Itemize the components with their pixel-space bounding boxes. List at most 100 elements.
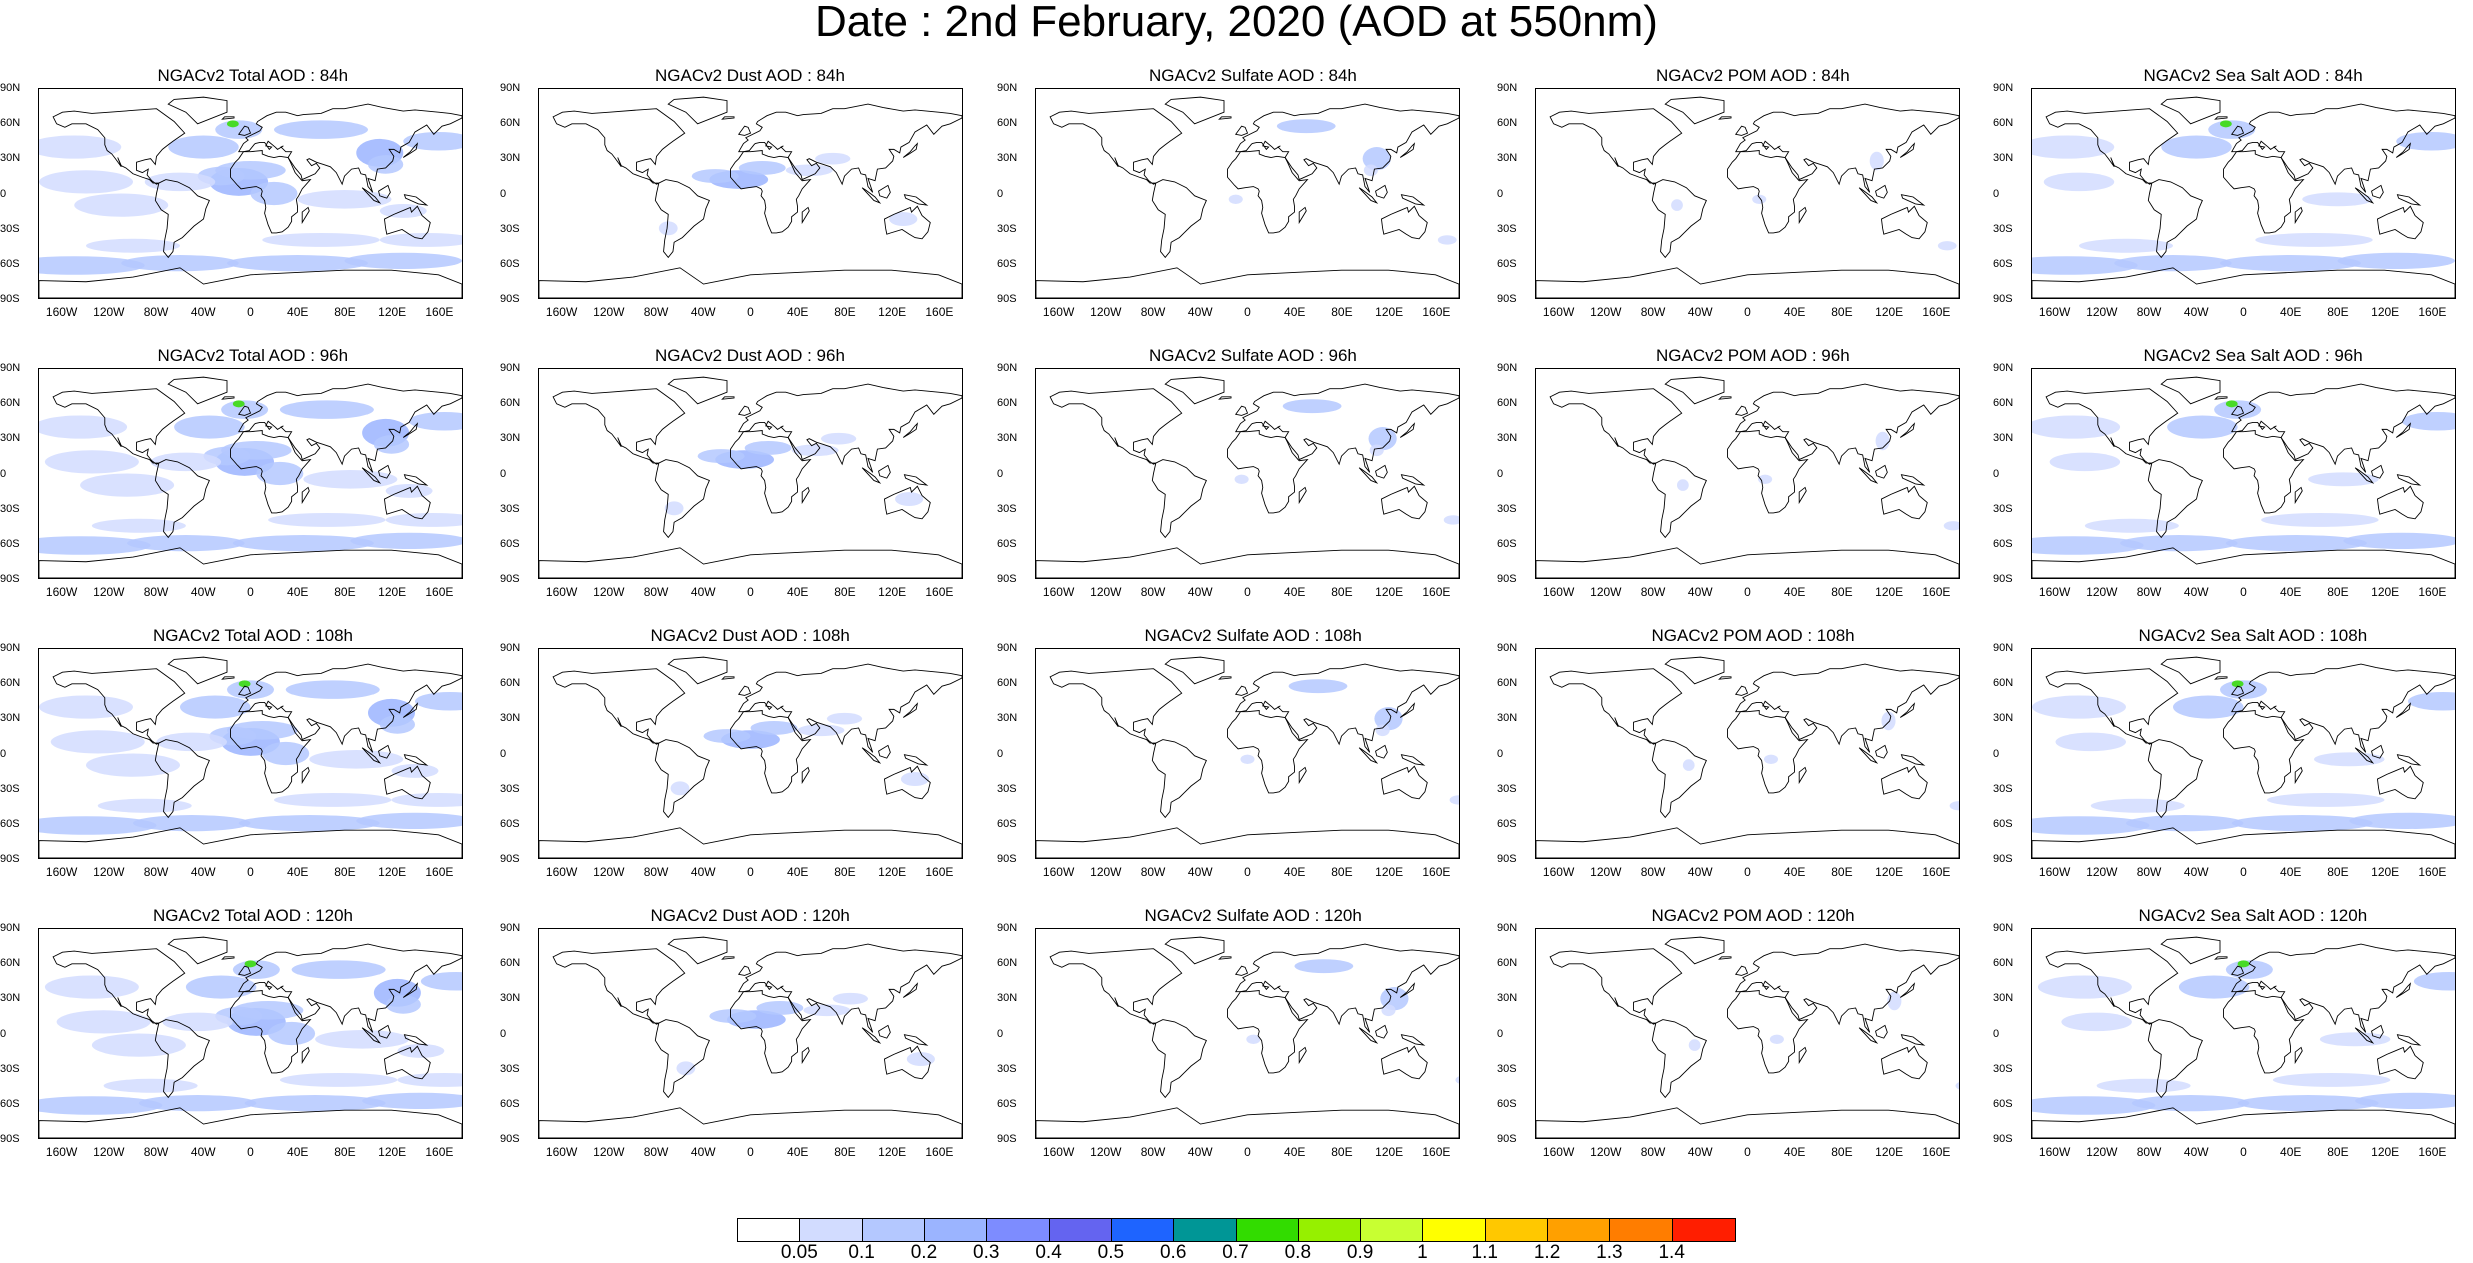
aod-field-patch (279, 1072, 398, 1087)
lon-tick-label: 120E (878, 1145, 907, 1159)
lon-tick-label: 80W (2136, 865, 2162, 879)
lon-tick-label: 160E (1422, 585, 1451, 599)
lon-tick-label: 120E (1875, 585, 1904, 599)
coastline (167, 96, 228, 125)
lat-tick-label: 90N (1497, 642, 1518, 654)
lon-tick-label: 80W (643, 305, 669, 319)
lat-tick-label: 90N (997, 82, 1018, 94)
aod-field-patch (2032, 536, 2144, 555)
coastline (403, 474, 429, 486)
lon-tick-label: 80W (1140, 1145, 1166, 1159)
lat-tick-label: 0 (1497, 187, 1504, 200)
lat-tick-label: 90S (0, 1133, 20, 1145)
world-map (39, 929, 462, 1138)
lat-tick-label: 30S (1497, 1062, 1517, 1075)
lat-tick-label: 30N (500, 712, 521, 725)
aod-field-patch (91, 1033, 186, 1057)
panel-title: NGACv2 POM AOD : 84h (1656, 66, 1850, 85)
world-map (1036, 89, 1459, 298)
coastline (1218, 116, 1232, 120)
coastline (2294, 1046, 2303, 1065)
aod-field-patch (2178, 975, 2250, 999)
lon-tick-label: 120W (593, 865, 625, 879)
colorbar-level-label: 1.3 (1596, 1242, 1623, 1263)
lat-tick-label: 0 (997, 187, 1004, 200)
lat-tick-label: 30S (1993, 222, 2013, 235)
colorbar-level-label: 1.2 (1533, 1242, 1561, 1263)
aod-field-patch (1374, 707, 1403, 731)
lon-tick-label: 80E (834, 1145, 856, 1159)
lat-tick-label: 0 (1993, 467, 2000, 480)
lat-tick-label: 90S (1993, 293, 2013, 305)
colorbar-swatch (738, 1219, 801, 1241)
coastline (154, 1019, 210, 1099)
lon-tick-label: 120W (1090, 305, 1122, 319)
aod-field-patch (39, 135, 122, 159)
coastline (2396, 474, 2422, 486)
coastline (1049, 108, 1183, 185)
coastline (1718, 116, 1732, 120)
lat-tick-label: 90N (500, 362, 521, 374)
aod-field-patch (1282, 399, 1342, 414)
lat-tick-label: 90N (1497, 922, 1518, 934)
coastline (1400, 754, 1426, 766)
map-background (539, 649, 962, 858)
aod-field-patch (232, 400, 245, 408)
coastline (1358, 187, 1379, 204)
coastline (1234, 103, 1459, 193)
lat-tick-label: 90N (1497, 82, 1518, 94)
lat-tick-label: 30N (1993, 432, 2014, 445)
aod-field-patch (744, 440, 792, 455)
lon-tick-label: 80E (2327, 1145, 2349, 1159)
colorbar-level-label: 0.1 (848, 1242, 875, 1263)
map-frame (1035, 88, 1460, 299)
colorbar-swatch (1485, 1219, 1549, 1241)
colorbar-level-label: 0.05 (780, 1242, 818, 1263)
lat-tick-label: 90N (1993, 922, 2014, 934)
map-background (1536, 929, 1959, 1138)
coastline (878, 184, 891, 199)
coastline (1798, 206, 1807, 225)
lon-tick-label: 80E (1831, 865, 1853, 879)
coastline (1899, 982, 1916, 998)
aod-field-patch (1240, 754, 1255, 764)
aod-field-patch (409, 411, 462, 431)
aod-field-patch (2167, 415, 2238, 439)
world-map (1036, 369, 1459, 578)
coastline (1651, 739, 1707, 819)
lon-tick-label: 160W (1042, 585, 1075, 599)
lon-tick-label: 80E (834, 585, 856, 599)
lat-tick-label: 90N (997, 362, 1018, 374)
aod-field-patch (2225, 400, 2238, 408)
lon-tick-label: 40W (690, 1145, 716, 1159)
lat-tick-label: 0 (500, 187, 507, 200)
lon-tick-label: 0 (1244, 1145, 1251, 1159)
coastline (1227, 430, 1309, 514)
coastline (1651, 459, 1707, 539)
lat-tick-label: 30S (0, 1062, 20, 1075)
aod-field-patch (221, 400, 269, 419)
lat-tick-label: 90S (997, 853, 1017, 865)
coastline (403, 194, 429, 206)
lat-tick-label: 30N (0, 432, 21, 445)
coastline (902, 982, 919, 998)
coastline (2371, 464, 2384, 479)
lat-tick-label: 0 (0, 747, 7, 760)
map-background (539, 369, 962, 578)
coastline (801, 1046, 810, 1065)
coastline (39, 827, 462, 858)
aod-field-patch (2120, 535, 2238, 552)
lon-tick-label: 160W (545, 865, 578, 879)
lon-tick-label: 120W (1590, 585, 1622, 599)
lon-tick-label: 80W (643, 865, 669, 879)
lat-tick-label: 30S (997, 782, 1017, 795)
aod-field-patch (2314, 752, 2385, 767)
coastline (2223, 990, 2305, 1074)
coastline (1298, 486, 1307, 505)
map-background (1036, 929, 1459, 1138)
coastline (39, 267, 462, 298)
coastline (1536, 267, 1959, 298)
coastline (1298, 766, 1307, 785)
coastline (2230, 125, 2245, 136)
lat-tick-label: 60N (500, 677, 521, 690)
